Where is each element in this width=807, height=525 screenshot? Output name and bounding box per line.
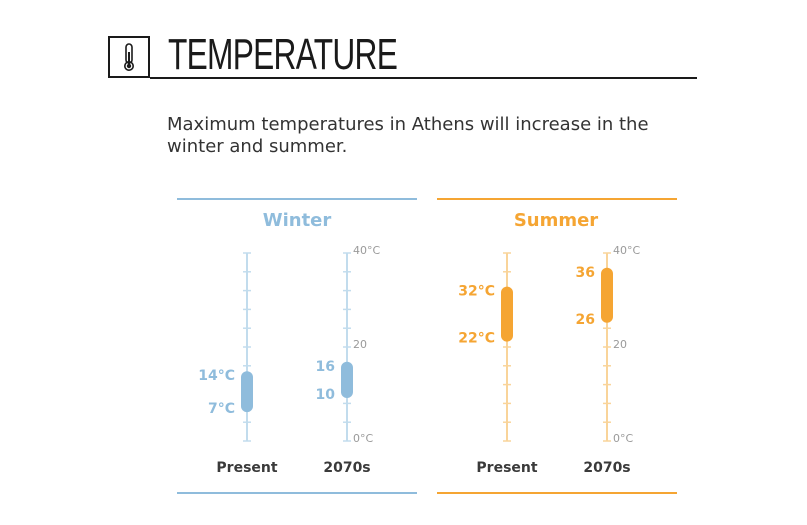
- high-value-label: 14°C: [198, 368, 235, 384]
- y-tick-label: 40°C: [613, 244, 640, 257]
- winter-panel-title: Winter: [263, 210, 332, 231]
- high-value-label: 32°C: [458, 284, 495, 300]
- category-label: 2070s: [323, 460, 370, 476]
- y-tick-label: 20: [613, 338, 627, 351]
- category-label: 2070s: [583, 460, 630, 476]
- low-value-label: 22°C: [458, 331, 495, 347]
- category-label: Present: [476, 460, 537, 476]
- y-tick-label: 40°C: [353, 244, 380, 257]
- low-value-label: 7°C: [208, 401, 235, 417]
- category-label: Present: [216, 460, 277, 476]
- page-title: TEMPERATURE: [168, 30, 398, 79]
- low-value-label: 26: [576, 312, 595, 328]
- high-value-label: 16: [316, 359, 335, 375]
- winter-range-bar-present: [241, 371, 253, 413]
- summer-panel-title: Summer: [514, 210, 598, 231]
- chart-subtitle: Maximum temperatures in Athens will incr…: [167, 114, 649, 157]
- y-tick-label: 0°C: [353, 432, 373, 445]
- y-tick-label: 20: [353, 338, 367, 351]
- summer-range-bar-2070s: [601, 267, 613, 323]
- winter-range-bar-2070s: [341, 361, 353, 398]
- summer-range-bar-present: [501, 286, 513, 342]
- thermometer-icon: [108, 36, 150, 78]
- y-tick-label: 0°C: [613, 432, 633, 445]
- header-divider: [150, 77, 697, 79]
- low-value-label: 10: [316, 387, 336, 403]
- high-value-label: 36: [576, 265, 595, 281]
